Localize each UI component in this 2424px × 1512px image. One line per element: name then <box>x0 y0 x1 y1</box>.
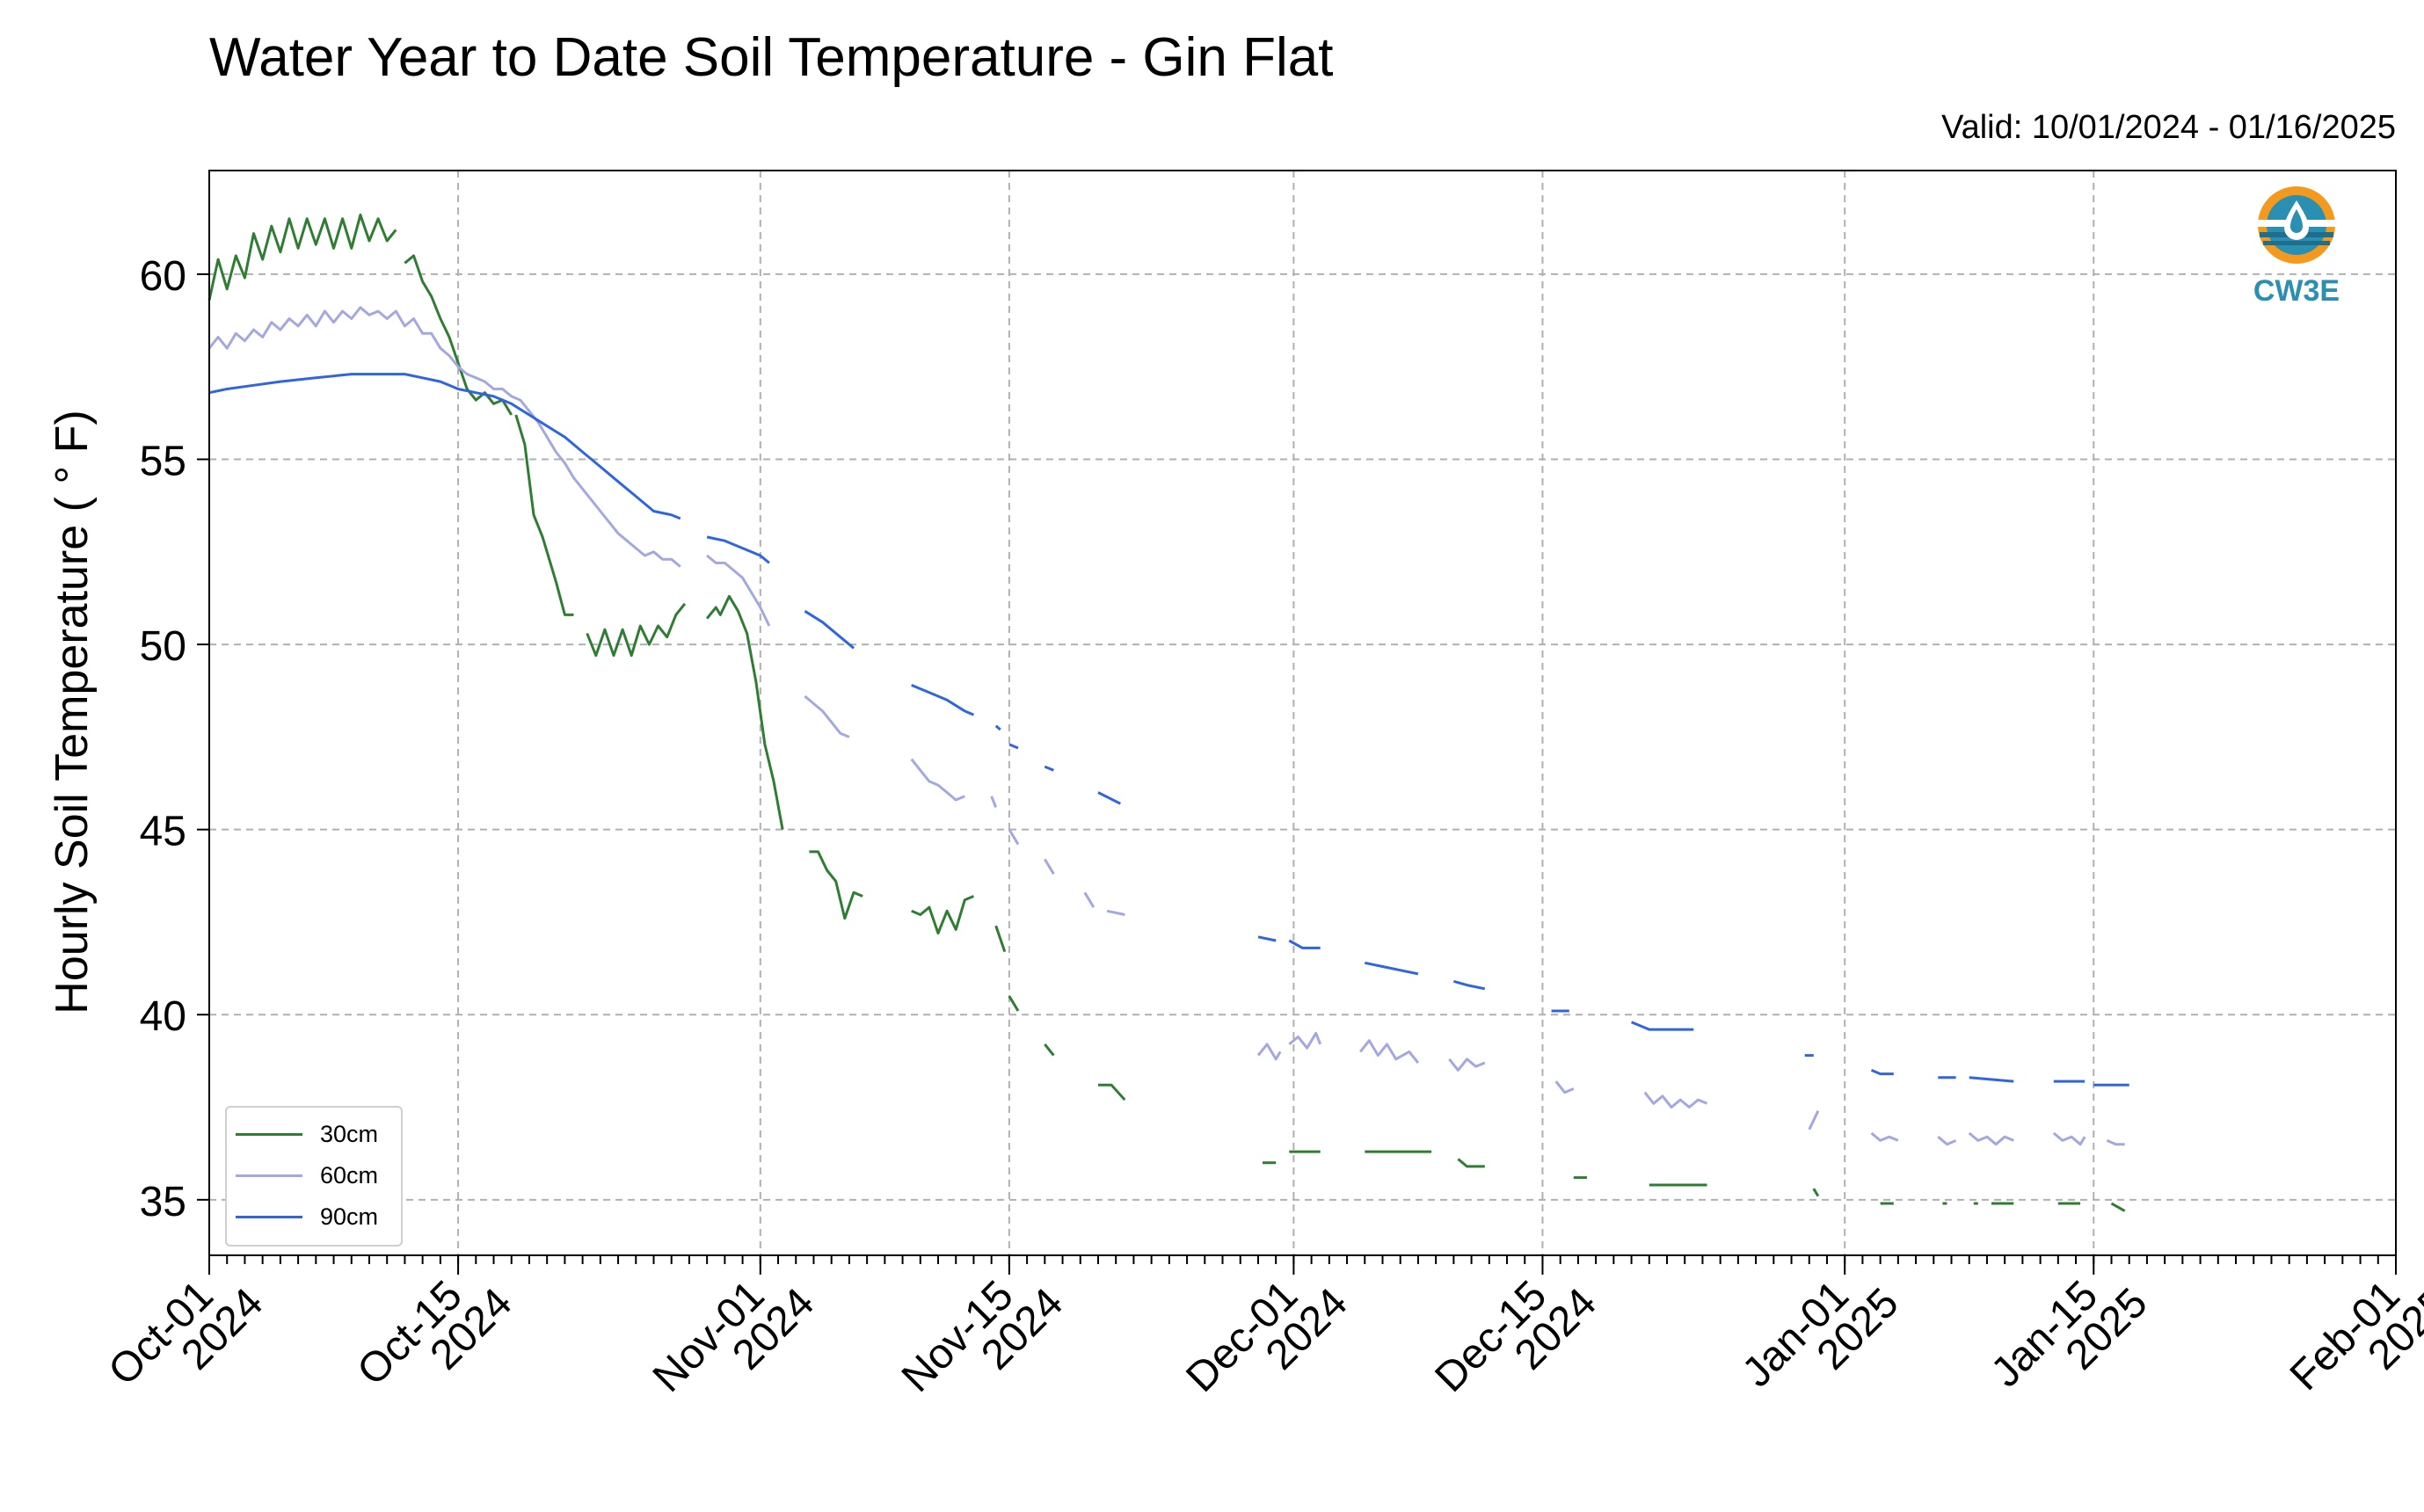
series-line-90cm <box>994 724 1001 731</box>
chart-legend: 30cm 60cm 90cm <box>225 1106 403 1247</box>
y-tick-label: 35 <box>140 1179 186 1225</box>
series-line-60cm <box>1643 1091 1708 1109</box>
series-line-60cm <box>1554 1080 1575 1094</box>
series-line-60cm <box>2052 1131 2086 1146</box>
series-line-90cm <box>1044 765 1054 772</box>
series-line-90cm <box>911 684 974 716</box>
series-line-60cm <box>1359 1039 1420 1064</box>
series-line-60cm <box>1288 1031 1322 1050</box>
chart-title: Water Year to Date Soil Temperature - Gi… <box>209 27 1334 88</box>
series-line-30cm <box>1812 1188 1820 1197</box>
cw3e-logo: CW3E <box>2244 181 2349 322</box>
series-line-60cm <box>1448 1058 1486 1072</box>
series-line-30cm <box>1008 995 1020 1012</box>
series-line-60cm <box>1083 891 1096 908</box>
series-line-90cm <box>1288 939 1321 949</box>
valid-date-range: Valid: 10/01/2024 - 01/16/2025 <box>1941 109 2396 146</box>
series-line-60cm <box>1256 1043 1282 1061</box>
cw3e-logo-text: CW3E <box>2253 274 2340 308</box>
series-line-60cm <box>910 758 965 802</box>
series-line-30cm <box>911 895 974 935</box>
series-line-60cm <box>990 796 998 808</box>
series-line-90cm <box>804 609 855 650</box>
series-line-60cm <box>1008 828 1020 846</box>
series-60cm <box>207 306 2125 1146</box>
legend-label-90cm: 90cm <box>320 1203 379 1230</box>
legend-swatch-60cm <box>236 1174 302 1177</box>
plot-frame <box>208 170 2397 1256</box>
legend-label-60cm: 60cm <box>320 1161 379 1189</box>
legend-swatch-90cm <box>236 1215 302 1218</box>
legend-item-30cm: 30cm <box>236 1116 378 1152</box>
y-tick-label: 55 <box>140 439 186 485</box>
series-line-60cm <box>1106 909 1125 916</box>
series-90cm <box>208 373 2129 1087</box>
series-line-90cm <box>1452 979 1486 991</box>
y-tick-label: 45 <box>140 809 186 855</box>
series-line-30cm <box>1457 1158 1485 1168</box>
series-line-60cm <box>804 694 850 738</box>
y-tick-label: 50 <box>140 623 186 670</box>
series-line-90cm <box>1631 1021 1694 1031</box>
series-line-60cm <box>706 554 771 627</box>
y-tick-label: 40 <box>140 993 186 1040</box>
series-line-60cm <box>2106 1139 2125 1146</box>
series-line-30cm <box>2110 1202 2126 1212</box>
series-line-60cm <box>1968 1131 2014 1146</box>
series-line-30cm <box>705 594 784 830</box>
grid <box>208 171 2397 1255</box>
series-line-30cm <box>1044 1043 1055 1057</box>
cw3e-logo-icon: CW3E <box>2253 186 2340 308</box>
series-line-90cm <box>1969 1076 2014 1083</box>
legend-item-60cm: 60cm <box>236 1158 378 1193</box>
series-line-30cm <box>1098 1083 1126 1101</box>
series-line-90cm <box>706 535 770 564</box>
legend-label-30cm: 30cm <box>320 1120 379 1147</box>
series-layer <box>207 214 2129 1212</box>
series-line-90cm <box>1870 1069 1894 1076</box>
series-line-30cm <box>207 214 397 301</box>
series-line-30cm <box>514 414 574 616</box>
series-line-90cm <box>208 373 681 520</box>
series-line-90cm <box>1257 935 1277 942</box>
series-line-30cm <box>994 925 1007 953</box>
series-line-90cm <box>1364 961 1419 976</box>
y-tick-label: 60 <box>140 253 186 300</box>
series-line-60cm <box>1937 1136 1957 1146</box>
series-line-90cm <box>1097 791 1121 805</box>
series-30cm <box>207 214 2126 1212</box>
series-line-60cm <box>1044 858 1055 875</box>
series-line-30cm <box>404 254 513 416</box>
series-line-30cm <box>586 602 687 658</box>
series-line-30cm <box>809 850 863 920</box>
series-line-60cm <box>1808 1110 1820 1130</box>
series-line-90cm <box>1008 743 1019 750</box>
legend-item-90cm: 90cm <box>236 1199 378 1234</box>
series-line-60cm <box>1870 1131 1899 1142</box>
legend-swatch-30cm <box>236 1132 302 1136</box>
series-line-60cm <box>207 306 681 568</box>
